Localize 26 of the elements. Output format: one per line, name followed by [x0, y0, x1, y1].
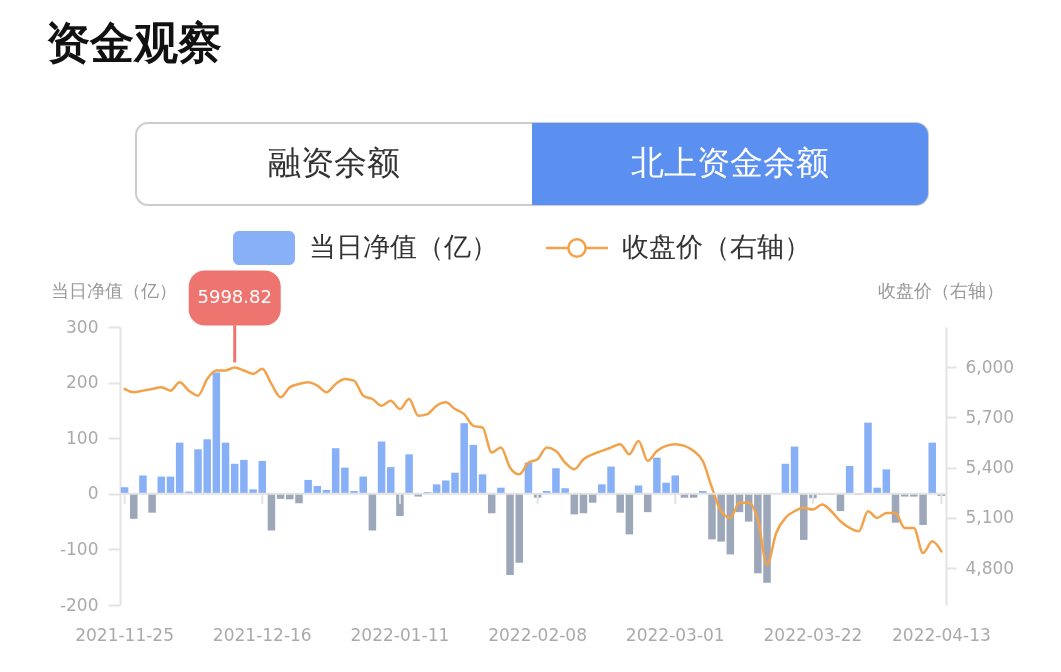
- y-tick-label: -100: [59, 538, 99, 559]
- y-axis-title: 当日净值（亿）: [50, 279, 177, 301]
- x-tick-label: 2021-11-25: [75, 624, 174, 645]
- x-tick-label: 2022-04-13: [892, 624, 991, 645]
- x-tick-label: 2022-02-08: [488, 624, 587, 645]
- x-tick-label: 2022-03-01: [625, 624, 725, 645]
- y2-tick-label: 5,100: [965, 507, 1015, 528]
- x-tick-label: 2021-12-16: [212, 624, 312, 645]
- legend-label: 收盘价（右轴）: [622, 231, 811, 262]
- y2-axis-title: 收盘价（右轴）: [877, 279, 1004, 301]
- legend-label: 当日净值（亿）: [309, 231, 498, 262]
- y-tick-label: -200: [59, 594, 99, 615]
- y-tick-label: 0: [87, 483, 99, 504]
- x-tick-label: 2022-01-11: [350, 624, 450, 645]
- y-tick-label: 100: [66, 427, 99, 448]
- text: 融资余额: [268, 143, 400, 182]
- y2-tick-label: 5,700: [965, 406, 1015, 427]
- y-tick-label: 300: [66, 316, 99, 337]
- text: 北上资金余额: [631, 143, 829, 182]
- y2-tick-label: 6,000: [965, 356, 1015, 377]
- x-tick-label: 2022-03-22: [763, 624, 863, 645]
- text: 5998.82: [197, 286, 272, 308]
- y2-tick-label: 4,800: [965, 557, 1015, 578]
- y2-tick-label: 5,400: [965, 457, 1015, 478]
- y-tick-label: 200: [66, 372, 99, 393]
- chart-title: 资金观察: [46, 17, 222, 68]
